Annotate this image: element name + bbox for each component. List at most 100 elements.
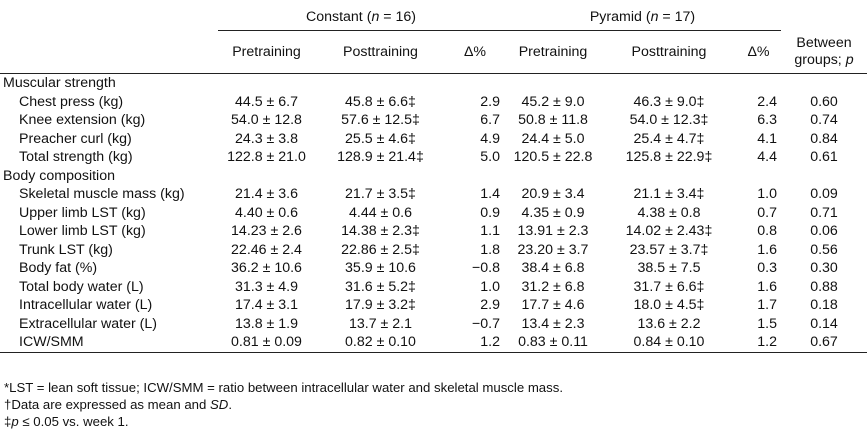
cell-c-pre: 31.3 ± 4.9 (234, 278, 298, 295)
cell-c-d: 0.9 (480, 204, 500, 221)
cell-p-post: 21.1 ± 3.4‡ (633, 186, 705, 202)
cell-p-d: 0.7 (757, 204, 777, 221)
section-title: Muscular strength (0, 73, 867, 93)
cell-c-post: 4.44 ± 0.6 (348, 204, 412, 221)
cell-c-post: 25.5 ± 4.6‡ (345, 130, 416, 147)
cell-c-pre: 21.4 ± 3.6 (234, 186, 298, 202)
table-row: Body fat (%) 36.2 ± 10.6 35.9 ± 10.6 −0.8 38… (0, 259, 867, 278)
cell-p: 0.30 (810, 260, 838, 276)
cell-p-d: 6.3 (757, 112, 777, 128)
table-row: Lower limb LST (kg) 14.23 ± 2.6 14.38 ± 2.… (0, 222, 867, 241)
results-table: Constant (n = 16) Pyramid (n = 17) Pretr… (0, 4, 867, 353)
col-between-groups: Between groups; p (781, 30, 867, 74)
cell-c-d: −0.8 (471, 260, 500, 276)
cell-c-pre: 14.23 ± 2.6 (231, 223, 302, 239)
row-label: Upper limb LST (kg) (19, 204, 146, 221)
cell-p-post: 25.4 ± 4.7‡ (633, 130, 705, 147)
cell-p-pre: 0.83 ± 0.11 (504, 333, 602, 353)
cell-c-post: 0.82 ± 0.10 (315, 333, 446, 353)
cell-c-post: 31.6 ± 5.2‡ (345, 278, 416, 295)
section-title: Body composition (3, 167, 115, 184)
cell-c-d: −0.7 (471, 315, 500, 332)
cell-c-pre: 22.46 ± 2.4 (231, 241, 302, 258)
group-pyramid-name: Pyramid (589, 9, 642, 25)
cell-p: 0.71 (810, 204, 838, 221)
cell-c-d: 4.9 (480, 130, 500, 147)
cell-p-d: 1.6 (757, 241, 777, 258)
cell-p-d: 0.8 (757, 223, 777, 239)
cell-c-post: 22.86 ± 2.5‡ (341, 241, 420, 258)
cell-c-pre: 0.81 ± 0.09 (218, 333, 315, 353)
table-row: Intracellular water (L) 17.4 ± 3.1 17.9 ± … (0, 296, 867, 315)
cell-p-pre: 24.4 ± 5.0 (521, 130, 585, 147)
cell-c-pre: 17.4 ± 3.1 (234, 297, 298, 313)
cell-p-pre: 50.8 ± 11.8 (518, 112, 588, 128)
row-label: Total body water (L) (19, 278, 144, 295)
cell-p-post: 125.8 ± 22.9‡ (625, 149, 713, 165)
cell-c-post: 14.38 ± 2.3‡ (341, 223, 420, 239)
footnote-abbreviations: *LST = lean soft tissue; ICW/SMM = ratio… (4, 380, 563, 395)
cell-p-pre: 45.2 ± 9.0 (521, 93, 585, 110)
cell-c-pre: 36.2 ± 10.6 (231, 260, 302, 276)
cell-c-post: 35.9 ± 10.6 (345, 260, 416, 276)
cell-p-d: 2.4 (757, 93, 777, 110)
cell-p: 0.84 (810, 130, 838, 147)
cell-p-post: 0.84 ± 0.10 (602, 333, 736, 353)
cell-p-d: 4.1 (757, 130, 777, 147)
cell-p-d: 1.5 (757, 315, 777, 332)
cell-p-pre: 23.20 ± 3.7 (517, 241, 589, 258)
cell-p-d: 1.6 (757, 278, 777, 295)
cell-p: 0.06 (810, 223, 838, 239)
col-constant-delta: Δ% (446, 30, 504, 74)
cell-p-pre: 13.4 ± 2.3 (521, 315, 585, 332)
section-row: Body composition (0, 167, 867, 186)
col-constant-pre: Pretraining (218, 30, 315, 74)
table-row: Preacher curl (kg) 24.3 ± 3.8 25.5 ± 4.6‡ 4… (0, 130, 867, 149)
cell-c-post: 128.9 ± 21.4‡ (337, 149, 424, 165)
cell-c-pre: 44.5 ± 6.7 (234, 93, 298, 110)
cell-p-post: 31.7 ± 6.6‡ (633, 278, 705, 295)
cell-p: 0.74 (810, 112, 838, 128)
table-row: Extracellular water (L) 13.8 ± 1.9 13.7 ± … (0, 315, 867, 334)
row-label: Chest press (kg) (19, 93, 124, 110)
cell-p-post: 46.3 ± 9.0‡ (633, 93, 705, 110)
column-header-row: Pretraining Posttraining Δ% Pretraining … (0, 30, 867, 74)
cell-c-pre: 4.40 ± 0.6 (234, 204, 298, 221)
row-label: ICW/SMM (0, 333, 218, 353)
cell-p-post: 14.02 ± 2.43‡ (625, 223, 713, 239)
between-line2: groups; p (794, 51, 854, 68)
cell-p-post: 13.6 ± 2.2 (637, 315, 701, 332)
row-label: Skeletal muscle mass (kg) (19, 186, 185, 202)
cell-p: 0.14 (810, 315, 838, 332)
cell-c-post: 13.7 ± 2.1 (348, 315, 412, 332)
cell-c-pre: 54.0 ± 12.8 (231, 112, 302, 128)
table-row: ICW/SMM 0.81 ± 0.09 0.82 ± 0.10 1.2 0.83 ± 0… (0, 333, 867, 353)
cell-c-pre: 24.3 ± 3.8 (234, 130, 298, 147)
cell-p-pre: 120.5 ± 22.8 (513, 149, 593, 165)
cell-p: 0.60 (810, 93, 838, 110)
footnote-significance: ‡p ≤ 0.05 vs. week 1. (4, 414, 129, 429)
cell-c-post: 45.8 ± 6.6‡ (345, 93, 416, 110)
cell-p: 0.88 (810, 278, 838, 295)
cell-p-pre: 13.91 ± 2.3 (517, 223, 589, 239)
row-label: Trunk LST (kg) (19, 241, 113, 258)
cell-p: 0.61 (810, 149, 838, 165)
cell-c-d: 2.9 (480, 297, 500, 313)
cell-c-d: 2.9 (480, 93, 500, 110)
row-label: Knee extension (kg) (19, 112, 146, 128)
cell-p-post: 18.0 ± 4.5‡ (633, 297, 705, 313)
section-row: Muscular strength (0, 73, 867, 93)
cell-p-pre: 17.7 ± 4.6 (521, 297, 585, 313)
group-constant-header: Constant (n = 16) (218, 4, 504, 31)
col-pyramid-delta: Δ% (736, 30, 781, 74)
cell-p-d: 1.2 (736, 333, 781, 353)
cell-p: 0.56 (810, 241, 838, 258)
table-row: Skeletal muscle mass (kg) 21.4 ± 3.6 21.7 … (0, 185, 867, 204)
table-row: Upper limb LST (kg) 4.40 ± 0.6 4.44 ± 0.6 0… (0, 204, 867, 223)
cell-p-pre: 20.9 ± 3.4 (521, 186, 585, 202)
table-row: Trunk LST (kg) 22.46 ± 2.4 22.86 ± 2.5‡ 1.8… (0, 241, 867, 260)
cell-p-post: 23.57 ± 3.7‡ (629, 241, 709, 258)
cell-p-pre: 38.4 ± 6.8 (521, 260, 585, 276)
col-pyramid-pre: Pretraining (504, 30, 602, 74)
cell-p: 0.67 (781, 333, 867, 353)
